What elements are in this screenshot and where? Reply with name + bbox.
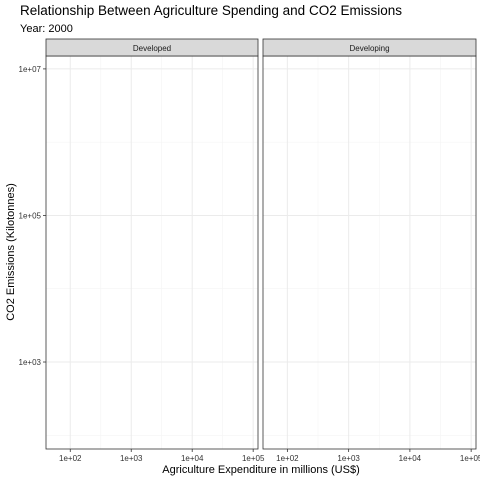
y-tick-label: 1e+07 [19, 65, 42, 74]
chart-subtitle: Year: 2000 [20, 23, 73, 35]
facet-panel: Developed [45, 38, 259, 450]
facet-panel: Developing [262, 38, 477, 450]
facet-strip [45, 38, 259, 57]
x-tick-label: 1e+04 [399, 454, 422, 463]
x-tick-label: 1e+04 [181, 454, 204, 463]
x-tick-label: 1e+03 [337, 454, 360, 463]
y-axis-title: CO2 Emissions (Kilotonnes) [5, 183, 17, 321]
x-tick-label: 1e+02 [59, 454, 82, 463]
facet-strip [262, 38, 477, 57]
x-tick-label: 1e+05 [242, 454, 265, 463]
chart-title: Relationship Between Agriculture Spendin… [20, 3, 402, 18]
x-tick-label: 1e+02 [276, 454, 299, 463]
y-tick-label: 1e+05 [19, 211, 42, 220]
facet-panels: Developed Developing [45, 38, 477, 450]
panel-border [262, 55, 477, 450]
y-axis: 1e+03 1e+05 1e+07 [19, 65, 46, 367]
x-axis: 1e+02 1e+03 1e+04 1e+05 1e+02 1e+03 1e+04 1e+05 [59, 449, 480, 463]
facet-strip-label: Developed [133, 44, 171, 53]
y-tick-label: 1e+03 [19, 358, 42, 367]
x-tick-label: 1e+03 [120, 454, 143, 463]
x-tick-label: 1e+05 [460, 454, 480, 463]
x-axis-title: Agriculture Expenditure in millions (US$… [162, 464, 359, 476]
facet-strip-label: Developing [349, 44, 389, 53]
panel-border [45, 55, 259, 450]
